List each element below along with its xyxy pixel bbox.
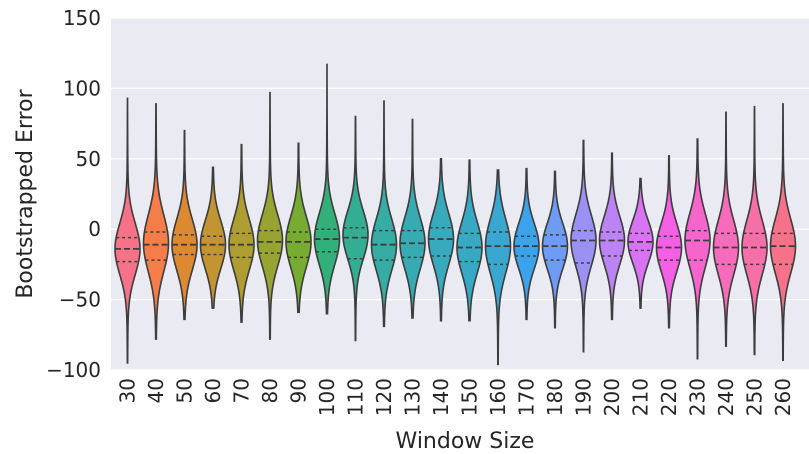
violin-160: [484, 169, 512, 366]
x-tick-label: 70: [230, 378, 254, 403]
violin-body: [484, 169, 512, 366]
x-tick-label: 240: [714, 378, 738, 416]
violin-body: [370, 100, 398, 328]
x-tick-label: 180: [543, 378, 567, 416]
y-tick-label: 50: [76, 147, 101, 171]
violin-body: [684, 138, 711, 360]
violin-50: [171, 129, 198, 321]
violin-body: [513, 167, 540, 321]
violin-body: [313, 63, 341, 315]
violin-body: [199, 166, 227, 309]
x-tick-label: 30: [116, 378, 140, 403]
x-tick-label: 250: [743, 378, 767, 416]
violin-body: [399, 118, 426, 319]
x-tick-label: 60: [201, 378, 225, 403]
x-tick-label: 150: [458, 378, 482, 416]
violin-240: [712, 111, 740, 347]
violin-body: [541, 170, 569, 329]
x-tick-label: 120: [372, 378, 396, 416]
violin-220: [655, 155, 683, 329]
y-tick-label: 150: [63, 6, 101, 30]
x-tick-label: 80: [258, 378, 282, 403]
violin-70: [228, 143, 255, 323]
violin-250: [741, 105, 768, 356]
violin-body: [256, 91, 284, 340]
x-tick-label: 170: [515, 378, 539, 416]
violin-210: [627, 177, 654, 309]
violin-80: [256, 91, 284, 340]
x-tick-label: 210: [629, 378, 653, 416]
violin-body: [570, 139, 597, 353]
violins: [114, 63, 797, 366]
x-tick-label: 130: [401, 378, 425, 416]
violin-150: [456, 159, 483, 322]
violin-30: [114, 97, 141, 364]
x-tick-label: 230: [686, 378, 710, 416]
violin-120: [370, 100, 398, 328]
plot-background: [111, 18, 809, 370]
violin-body: [627, 177, 654, 309]
x-tick-label: 50: [173, 378, 197, 403]
y-tick-label: 0: [88, 217, 101, 241]
violin-body: [228, 143, 255, 323]
violin-170: [513, 167, 540, 321]
x-tick-label: 200: [600, 378, 624, 416]
y-tick-label: −50: [59, 288, 101, 312]
x-tick-label: 110: [344, 378, 368, 416]
x-tick-label: 100: [315, 378, 339, 416]
x-tick-label: 220: [657, 378, 681, 416]
violin-40: [142, 103, 170, 340]
violin-90: [285, 142, 312, 314]
violin-180: [541, 170, 569, 329]
y-tick-labels: −100 −50 0 50 100 150: [46, 6, 101, 382]
violin-body: [285, 142, 312, 314]
y-tick-label: −100: [46, 358, 101, 382]
violin-200: [598, 152, 626, 321]
violin-body: [456, 159, 483, 322]
violin-260: [769, 103, 797, 361]
violin-body: [171, 129, 198, 321]
violin-230: [684, 138, 711, 360]
y-tick-label: 100: [63, 76, 101, 100]
violin-110: [342, 115, 369, 342]
x-tick-label: 260: [771, 378, 795, 416]
x-tick-label: 140: [429, 378, 453, 416]
x-tick-label: 190: [572, 378, 596, 416]
violin-body: [741, 105, 768, 356]
x-tick-label: 160: [486, 378, 510, 416]
violin-body: [655, 155, 683, 329]
violin-60: [199, 166, 227, 309]
violin-body: [598, 152, 626, 321]
y-axis-label: Bootstrapped Error: [13, 88, 38, 298]
violin-body: [142, 103, 170, 340]
x-tick-label: 40: [144, 378, 168, 403]
x-tick-label: 90: [287, 378, 311, 403]
x-tick-labels: 30 40 50 60 70 80 90 100 110 120 130 140 150 160 170 18…: [116, 378, 796, 416]
violin-body: [712, 111, 740, 347]
x-axis-label: Window Size: [396, 429, 535, 454]
violin-190: [570, 139, 597, 353]
violin-body: [114, 97, 141, 364]
violin-140: [427, 158, 455, 322]
violin-130: [399, 118, 426, 319]
violin-body: [769, 103, 797, 361]
violin-100: [313, 63, 341, 315]
